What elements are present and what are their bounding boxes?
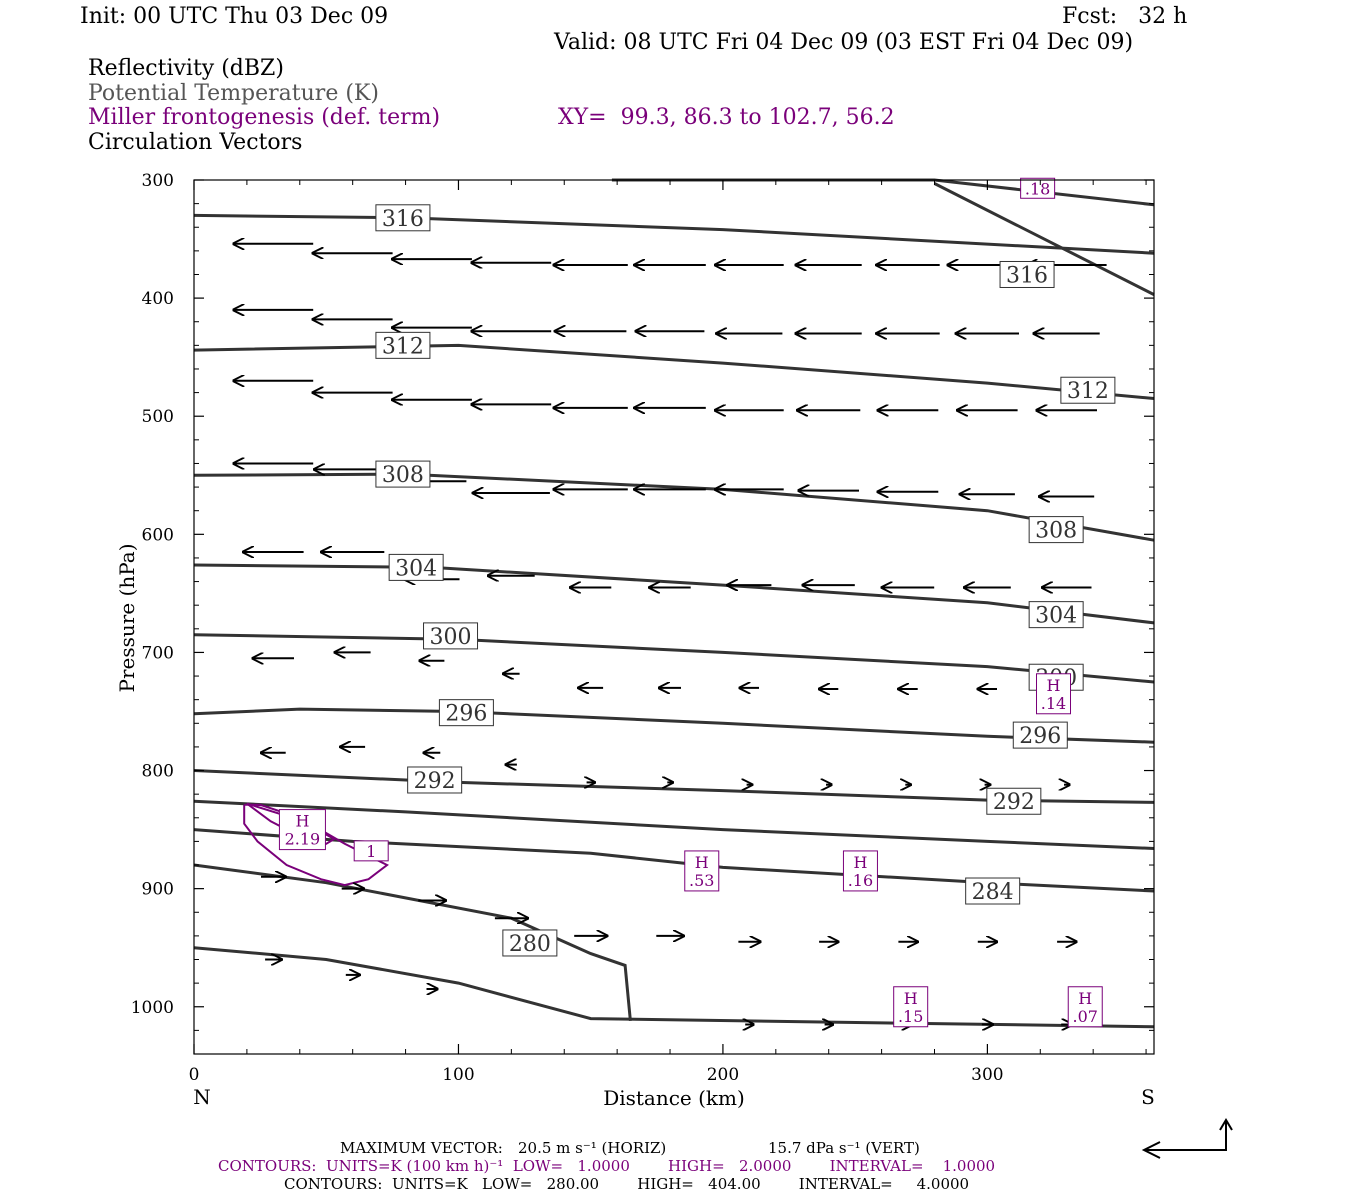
- y-tick-label: 500: [142, 407, 174, 427]
- theta-contour-info: CONTOURS: UNITS=K LOW= 280.00 HIGH= 404.…: [284, 1175, 970, 1193]
- theta-contour-line: [193, 707, 1155, 744]
- theta-contour-label: 292: [414, 769, 456, 794]
- theta-contour-label: 292: [993, 790, 1035, 815]
- theta-contour-label: 304: [395, 556, 437, 581]
- theta-contour-label: 308: [382, 463, 424, 488]
- theta-contour-line: [193, 472, 1155, 542]
- y-tick-label: 300: [142, 171, 174, 191]
- theta-label-box: [986, 787, 1042, 815]
- frontogenesis-label-box: [1036, 673, 1072, 715]
- theta-contour-label: 308: [1035, 519, 1077, 544]
- theta-contour-line: [193, 769, 1155, 804]
- theta-contour-label: 304: [1035, 604, 1077, 629]
- theta-contour-label: 312: [1067, 379, 1109, 404]
- theta-label-box: [423, 622, 479, 650]
- frontogenesis-high-marker: H: [904, 989, 918, 1008]
- theta-contour-label: 316: [382, 207, 424, 232]
- reference-vector-icon: [1141, 1118, 1233, 1159]
- y-tick-label: 1000: [131, 998, 174, 1018]
- theta-label-box: [1060, 376, 1116, 404]
- theta-contour-line: [193, 343, 1155, 400]
- theta-label-box: [375, 460, 431, 488]
- forecast-hour: Fcst: 32 h: [1062, 4, 1188, 29]
- x-tick-label: 100: [442, 1065, 474, 1085]
- frontogenesis-label-box: [1067, 986, 1103, 1028]
- north-end-label: N: [193, 1085, 211, 1109]
- theta-contour-line: [193, 633, 1155, 684]
- y-axis-label: Pressure (hPa): [115, 544, 139, 693]
- frontogenesis-value-label: 2.19: [285, 830, 321, 849]
- cross-section-chart: 316 316 312 312 308 308 304 304 300 300 296 296 292 2…: [115, 171, 1155, 1110]
- theta-contour-line: [611, 178, 1155, 207]
- theta-contour-line: [193, 563, 1155, 625]
- theta-contour-line: [193, 799, 1155, 850]
- theta-label-box: [375, 204, 431, 232]
- frontogenesis-label-box: [842, 850, 878, 892]
- frontogenesis-label-box: [1020, 177, 1056, 199]
- frontogenesis-high-marker: H: [1078, 989, 1092, 1008]
- theta-contour-line: [193, 863, 632, 1022]
- y-tick-label: 900: [142, 880, 174, 900]
- y-tick-label: 400: [142, 289, 174, 309]
- x-tick-label: 300: [971, 1065, 1003, 1085]
- y-tick-label: 800: [142, 762, 174, 782]
- theta-label-box: [407, 766, 463, 794]
- init-time: Init: 00 UTC Thu 03 Dec 09: [80, 4, 389, 29]
- theta-contour-label: 316: [1006, 263, 1048, 288]
- frontogenesis-high-marker: H: [1047, 676, 1061, 695]
- frontogenesis-label-box: [353, 840, 389, 862]
- y-tick-label: 600: [142, 525, 174, 545]
- theta-contour-label: 280: [509, 932, 551, 957]
- frontogenesis-label-box: [893, 986, 929, 1028]
- theta-label-box: [1028, 601, 1084, 629]
- frontogenesis-value-label: .16: [848, 871, 873, 890]
- plot-frame: [193, 179, 1155, 1055]
- legend-xy-coordinates: XY= 99.3, 86.3 to 102.7, 56.2: [558, 105, 895, 130]
- theta-label-box: [999, 260, 1055, 288]
- max-vector-horizontal: 20.5 m s⁻¹ (HORIZ): [518, 1139, 667, 1157]
- y-tick-label: 700: [142, 643, 174, 663]
- max-vector-label: MAXIMUM VECTOR:: [340, 1139, 503, 1157]
- legend-frontogenesis: Miller frontogenesis (def. term): [88, 105, 441, 130]
- legend-potential-temperature: Potential Temperature (K): [88, 81, 379, 106]
- x-tick-label: 200: [707, 1065, 739, 1085]
- x-tick-label: 0: [189, 1065, 200, 1085]
- theta-label-box: [438, 699, 494, 727]
- legend-circulation-vectors: Circulation Vectors: [88, 130, 303, 155]
- frontogenesis-value-label: 1: [366, 842, 376, 861]
- frontogenesis-label-box: [684, 850, 720, 892]
- theta-label-box: [388, 553, 444, 581]
- frontogenesis-high-marker: H: [853, 853, 867, 872]
- theta-contour-label: 312: [382, 334, 424, 359]
- frontogenesis-contour-info: CONTOURS: UNITS=K (100 km h)⁻¹ LOW= 1.00…: [218, 1157, 996, 1175]
- theta-label-box: [1012, 721, 1068, 749]
- theta-label-box: [375, 331, 431, 359]
- south-end-label: S: [1141, 1085, 1155, 1109]
- frontogenesis-value-label: .18: [1025, 179, 1050, 198]
- theta-label-box: [965, 877, 1021, 905]
- theta-contour-label: 284: [972, 880, 1014, 905]
- x-axis-label: Distance (km): [603, 1086, 745, 1110]
- max-vector-vertical: 15.7 dPa s⁻¹ (VERT): [768, 1139, 920, 1157]
- frontogenesis-value-label: .53: [689, 871, 714, 890]
- theta-contour-line: [933, 182, 1155, 296]
- theta-contour-line: [193, 213, 1155, 255]
- theta-label-box: [502, 929, 558, 957]
- theta-label-box: [1028, 516, 1084, 544]
- theta-contour-label: 296: [1019, 724, 1061, 749]
- theta-contour-label: 300: [430, 625, 472, 650]
- theta-contour-label: 296: [445, 702, 487, 727]
- valid-time: Valid: 08 UTC Fri 04 Dec 09 (03 EST Fri …: [554, 30, 1134, 55]
- frontogenesis-value-label: .15: [898, 1007, 923, 1026]
- frontogenesis-high-marker: H: [695, 853, 709, 872]
- frontogenesis-high-marker: H: [295, 812, 309, 831]
- theta-contour-line: [193, 946, 1155, 1029]
- legend-reflectivity: Reflectivity (dBZ): [88, 56, 284, 81]
- frontogenesis-label-box: [278, 809, 326, 851]
- frontogenesis-value-label: .14: [1041, 694, 1066, 713]
- frontogenesis-value-label: .07: [1073, 1007, 1098, 1026]
